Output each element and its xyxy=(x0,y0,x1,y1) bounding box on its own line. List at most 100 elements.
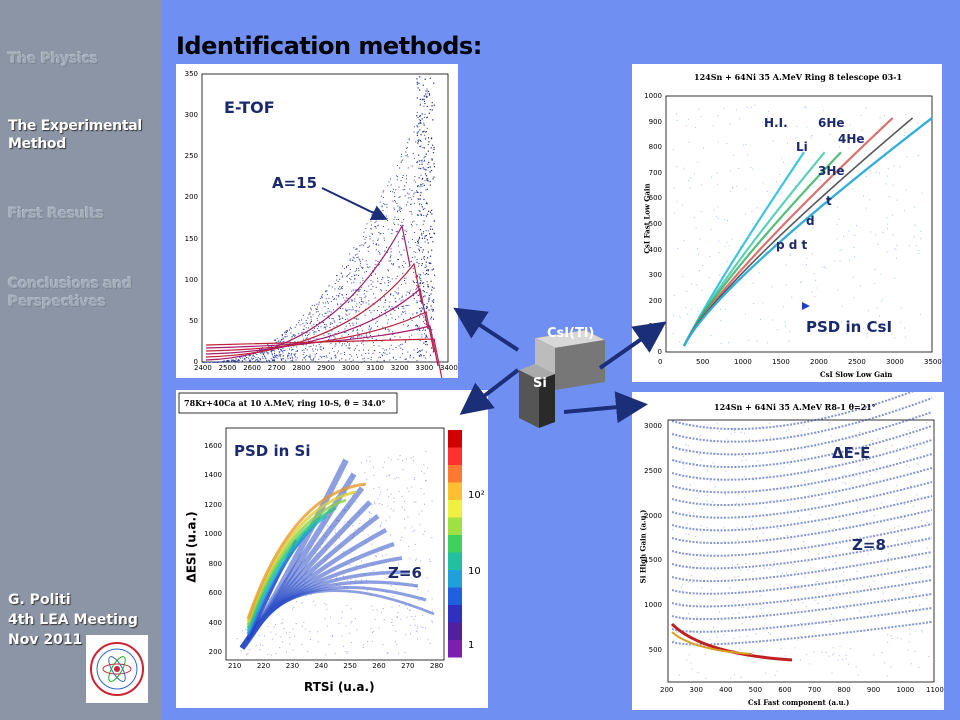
x-tick: 3500 xyxy=(924,358,942,366)
si-bands xyxy=(236,451,435,656)
dee-loci xyxy=(670,392,933,679)
csi-bands xyxy=(672,104,933,347)
etof-annotation: A=15 xyxy=(272,174,318,192)
y-tick: 200 xyxy=(184,193,198,202)
x-tick: 2600 xyxy=(243,364,262,372)
y-tick: 2000 xyxy=(644,511,662,520)
psd-csi-plot: 124Sn + 64Ni 35 A.MeV Ring 8 telescope 0… xyxy=(632,64,942,382)
dee-label: ΔE-E xyxy=(832,444,871,462)
y-tick: 600 xyxy=(208,589,222,598)
y-tick: 150 xyxy=(184,234,198,243)
y-tick: 900 xyxy=(648,117,662,126)
y-tick: 0 xyxy=(657,348,662,356)
iso-pdt: p d t xyxy=(776,238,808,252)
y-tick: 200 xyxy=(208,648,222,656)
iso-3he: 3He xyxy=(818,164,845,178)
x-tick: 500 xyxy=(748,686,763,694)
x-tick: 1000 xyxy=(896,686,915,694)
x-tick: 2700 xyxy=(267,364,286,372)
nav-item-the-physics[interactable]: The Physics xyxy=(8,51,98,67)
color-tick: 10² xyxy=(468,490,485,501)
y-tick: 400 xyxy=(648,245,662,254)
iso-4he: 4He xyxy=(838,132,865,146)
y-tick: 350 xyxy=(184,70,198,78)
de-e-plot: 124Sn + 64Ni 35 A.MeV R8-1 θ=21° 200 300 4… xyxy=(632,392,944,710)
si-label: PSD in Si xyxy=(234,442,311,460)
etof-label: E-TOF xyxy=(224,98,275,117)
x-tick: 3400 xyxy=(440,364,458,372)
x-tick: 210 xyxy=(228,662,242,670)
dee-x-label: CsI Fast component (a.u.) xyxy=(748,698,850,707)
si-color-scale xyxy=(448,430,462,658)
x-tick: 3300 xyxy=(415,364,434,372)
x-tick: 400 xyxy=(719,686,733,694)
csi-x-label: CsI Slow Low Gain xyxy=(820,370,893,379)
y-tick: 100 xyxy=(648,322,662,331)
x-tick: 270 xyxy=(401,662,415,670)
x-tick: 3100 xyxy=(366,364,385,372)
x-tick: 1000 xyxy=(734,358,752,366)
detector-telescope: CsI(Tl) Si xyxy=(519,326,606,432)
y-tick: 1000 xyxy=(644,601,662,610)
x-tick: 1100 xyxy=(926,686,944,694)
si-plot-title: 78Kr+40Ca at 10 A.MeV, ring 10-S, θ = 34… xyxy=(184,398,386,408)
y-tick: 300 xyxy=(648,271,662,280)
x-tick: 600 xyxy=(778,686,792,694)
y-tick: 500 xyxy=(648,220,662,228)
x-tick: 250 xyxy=(343,662,357,670)
x-tick: 2400 xyxy=(194,364,212,372)
y-tick: 300 xyxy=(184,111,198,120)
x-tick: 200 xyxy=(660,686,674,694)
etof-loci xyxy=(205,224,443,378)
y-tick: 1200 xyxy=(204,500,222,509)
y-tick: 1000 xyxy=(204,530,222,539)
etof-scatter xyxy=(202,76,436,363)
y-tick: 1400 xyxy=(204,471,222,480)
x-tick: 500 xyxy=(696,358,710,366)
y-tick: 3000 xyxy=(644,422,662,430)
nav-item-conclusions[interactable]: Conclusions and Perspectives xyxy=(8,276,132,310)
csi-y-label: CsI Fast Low Gain xyxy=(642,183,652,254)
x-tick: 2500 xyxy=(218,364,237,372)
x-tick: 700 xyxy=(807,686,822,694)
y-tick: 100 xyxy=(184,275,198,284)
dee-plot-title: 124Sn + 64Ni 35 A.MeV R8-1 θ=21° xyxy=(714,402,876,412)
lea-logo xyxy=(86,635,148,703)
psd-si-plot: 78Kr+40Ca at 10 A.MeV, ring 10-S, θ = 34… xyxy=(176,390,488,708)
iso-t: t xyxy=(826,194,832,208)
x-tick: 2900 xyxy=(317,364,335,372)
color-tick: 10 xyxy=(468,566,481,577)
x-tick: 800 xyxy=(837,686,851,694)
detector-si-label: Si xyxy=(533,376,547,391)
arrow-to-etof xyxy=(453,307,520,352)
y-tick: 250 xyxy=(184,152,198,161)
x-tick: 2000 xyxy=(810,358,828,366)
footer-meeting: 4th LEA Meeting xyxy=(8,612,138,628)
footer-date: Nov 2011 xyxy=(8,632,83,648)
color-tick: 1 xyxy=(468,640,475,651)
y-tick: 800 xyxy=(208,559,222,568)
y-tick: 200 xyxy=(648,296,662,305)
y-tick: 1000 xyxy=(644,92,662,100)
x-tick: 0 xyxy=(658,358,663,366)
x-tick: 3000 xyxy=(886,358,904,366)
x-tick: 220 xyxy=(256,662,271,670)
y-tick: 400 xyxy=(208,618,222,627)
x-tick: 240 xyxy=(314,662,328,670)
y-tick: 500 xyxy=(648,646,662,654)
etof-plot: 2400 2500 2600 2700 2800 2900 3000 3100 3200 3300… xyxy=(176,64,458,378)
x-tick: 3000 xyxy=(341,364,360,372)
sidebar: The Physics The Experimental Method Firs… xyxy=(0,0,162,720)
iso-hi: H.I. xyxy=(764,116,788,130)
x-tick: 1500 xyxy=(772,358,790,366)
si-y-label: ΔESi (u.a.) xyxy=(184,511,199,583)
iso-d: d xyxy=(806,214,815,228)
y-tick: 800 xyxy=(648,143,662,152)
si-x-label: RTSi (u.a.) xyxy=(304,680,375,694)
nav-item-first-results[interactable]: First Results xyxy=(8,206,104,222)
csi-plot-title: 124Sn + 64Ni 35 A.MeV Ring 8 telescope 0… xyxy=(694,72,903,82)
x-tick: 2500 xyxy=(848,358,866,366)
iso-li: Li xyxy=(796,140,808,154)
nav-item-experimental-method[interactable]: The Experimental Method xyxy=(8,118,142,152)
dee-annotation: Z=8 xyxy=(852,536,886,554)
